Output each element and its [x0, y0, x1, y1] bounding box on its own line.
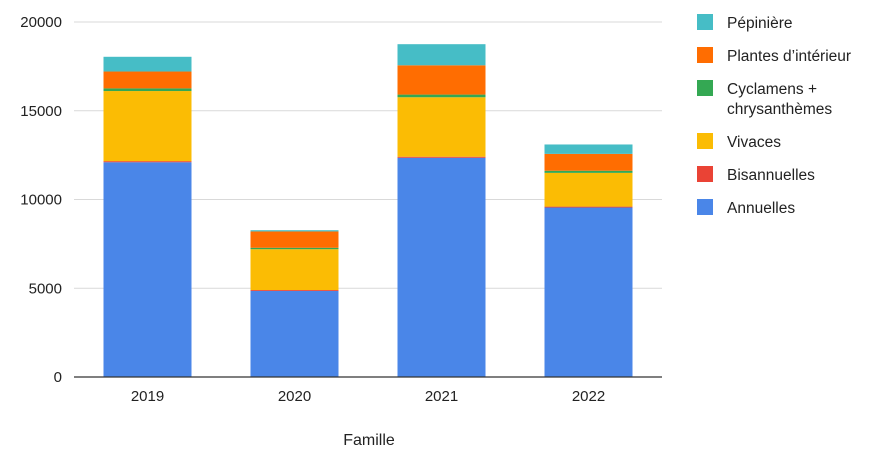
bar-segment [544, 207, 633, 377]
y-axis-ticks: 0 5000 10000 15000 20000 [20, 14, 62, 386]
y-tick-label: 0 [54, 369, 62, 386]
bar-segment [103, 71, 192, 89]
bar-segment [397, 94, 486, 98]
bar-segment [544, 172, 633, 207]
legend-swatch [697, 199, 713, 215]
legend: Pépinière Plantes d’intérieur Cyclamens + c… [697, 14, 851, 217]
bar-segment [397, 44, 486, 66]
bar-segment [397, 157, 486, 377]
bar-segment [544, 153, 633, 171]
legend-label: Bisannuelles [727, 167, 815, 184]
bar-segment [103, 88, 192, 92]
legend-label: Cyclamens + chrysanthèmes [727, 81, 832, 118]
bar-segment [103, 162, 192, 377]
x-tick-label: 2020 [278, 388, 311, 405]
x-tick-label: 2021 [425, 388, 458, 405]
bar-segment [250, 290, 339, 377]
bars [103, 44, 633, 377]
x-tick-label: 2019 [131, 388, 164, 405]
x-axis-ticks: 2019 2020 2021 2022 [131, 388, 605, 405]
x-axis-title: Famille [343, 432, 395, 449]
bar-segment [544, 206, 633, 208]
bar-segment [397, 65, 486, 95]
legend-swatch [697, 47, 713, 63]
bar-segment [103, 161, 192, 163]
y-tick-label: 5000 [29, 280, 62, 297]
legend-swatch [697, 133, 713, 149]
y-tick-label: 20000 [20, 14, 62, 31]
y-tick-label: 15000 [20, 103, 62, 120]
legend-label: Vivaces [727, 134, 781, 151]
bar-segment [544, 144, 633, 154]
bar-segment [250, 230, 339, 232]
bar-segment [397, 156, 486, 158]
bar-segment [250, 290, 339, 291]
bar-segment [544, 170, 633, 173]
bar-segment [250, 231, 339, 248]
legend-swatch [697, 80, 713, 96]
bar-segment [250, 247, 339, 250]
legend-label: Annuelles [727, 200, 795, 217]
x-tick-label: 2022 [572, 388, 605, 405]
legend-label: Pépinière [727, 15, 793, 32]
y-tick-label: 10000 [20, 192, 62, 209]
bar-segment [250, 249, 339, 291]
legend-swatch [697, 166, 713, 182]
legend-label: Plantes d’intérieur [727, 48, 851, 65]
bar-segment [103, 56, 192, 72]
legend-swatch [697, 14, 713, 30]
bar-segment [397, 97, 486, 157]
bar-segment [103, 91, 192, 162]
